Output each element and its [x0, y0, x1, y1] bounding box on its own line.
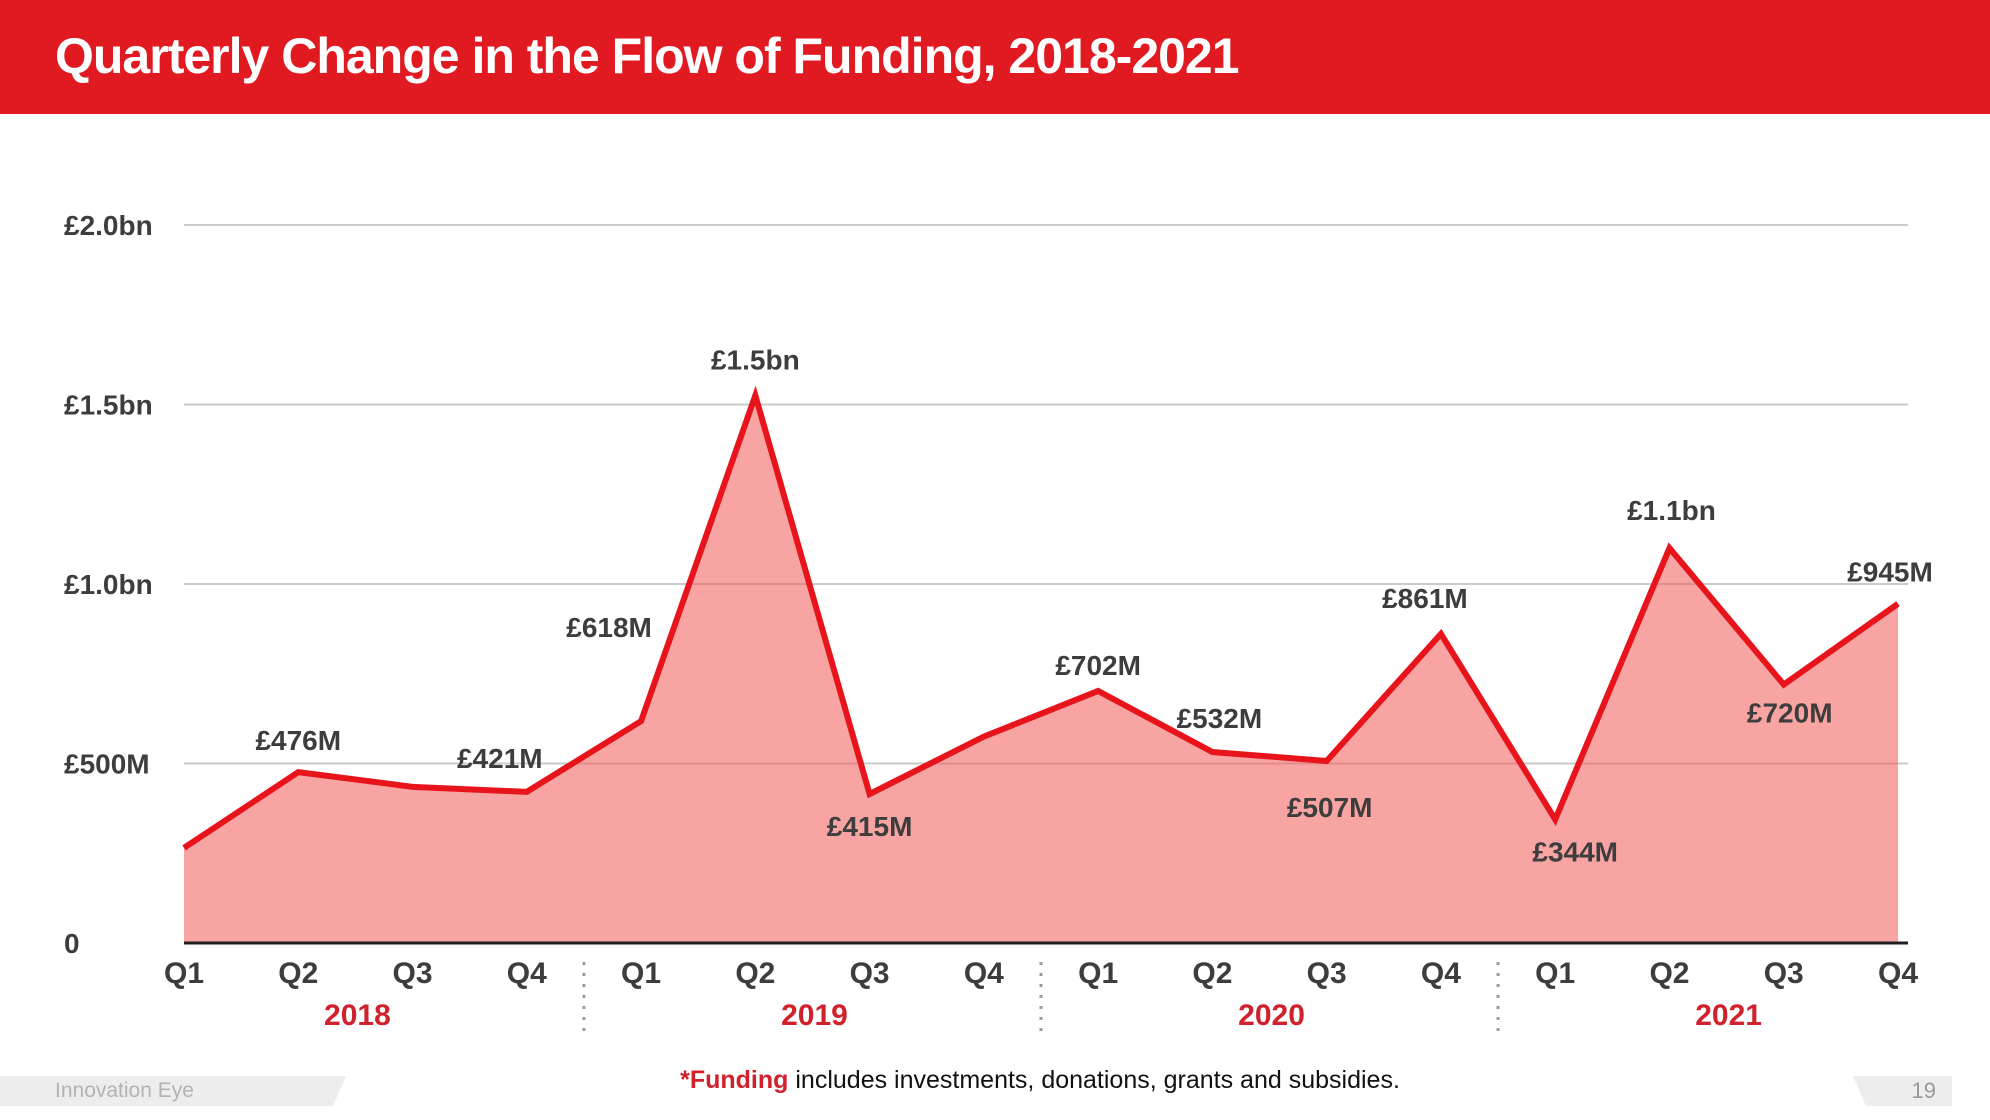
x-axis-quarter-label: Q2 [735, 957, 775, 990]
data-point-label: £415M [827, 811, 913, 842]
data-point-label: £532M [1177, 703, 1263, 734]
data-point-label: £421M [457, 743, 543, 774]
year-label: 2019 [781, 999, 848, 1032]
x-axis-quarter-label: Q4 [507, 957, 547, 990]
data-line [182, 385, 1900, 851]
brand-footer-bar: Innovation Eye [0, 1076, 346, 1106]
y-axis-tick-label: £2.0bn [64, 210, 153, 241]
title-banner: Quarterly Change in the Flow of Funding,… [0, 0, 1990, 114]
x-axis-quarter-label: Q4 [1878, 957, 1918, 990]
data-point-label: £720M [1747, 698, 1833, 729]
x-axis-quarter-label: Q1 [1535, 957, 1575, 990]
y-axis-tick-label: £1.0bn [64, 569, 153, 600]
x-axis-quarter-label: Q3 [1764, 957, 1804, 990]
year-label: 2021 [1695, 999, 1762, 1032]
x-axis-quarter-label: Q3 [393, 957, 433, 990]
footnote-text: includes investments, donations, grants … [788, 1066, 1400, 1094]
page-number: 19 [1911, 1078, 1936, 1103]
brand-name: Innovation Eye [55, 1079, 194, 1102]
x-axis-quarter-label: Q1 [621, 957, 661, 990]
data-point-label: £861M [1382, 583, 1468, 614]
data-point-label: £507M [1287, 792, 1373, 823]
page-title: Quarterly Change in the Flow of Funding,… [55, 28, 1240, 84]
data-point-label: £945M [1847, 557, 1933, 588]
data-point-label: £1.5bn [711, 345, 800, 376]
data-point-label: £344M [1532, 837, 1618, 868]
year-label: 2018 [324, 999, 391, 1032]
x-axis-quarter-label: Q3 [850, 957, 890, 990]
x-axis-quarter-label: Q4 [1421, 957, 1461, 990]
y-axis-tick-label: £1.5bn [64, 390, 153, 421]
x-axis-quarter-label: Q1 [164, 957, 204, 990]
page-number-bar: 19 [1853, 1076, 1952, 1106]
x-axis-quarter-label: Q2 [1649, 957, 1689, 990]
data-point-label: £702M [1055, 650, 1141, 681]
x-axis-quarter-label: Q2 [278, 957, 318, 990]
data-point-label: £618M [566, 612, 652, 643]
year-label: 2020 [1238, 999, 1305, 1032]
footnote-funding-term: *Funding [680, 1066, 789, 1094]
data-point-label: £1.1bn [1627, 495, 1716, 526]
x-axis-quarter-label: Q3 [1307, 957, 1347, 990]
x-axis-quarter-label: Q4 [964, 957, 1004, 990]
x-axis-quarter-label: Q2 [1192, 957, 1232, 990]
y-axis-tick-label: £500M [64, 749, 150, 780]
data-point-label: £476M [255, 725, 341, 756]
y-axis-tick-label: 0 [64, 928, 80, 959]
footnote: *Funding includes investments, donations… [90, 1066, 1990, 1095]
x-axis-quarter-label: Q1 [1078, 957, 1118, 990]
area-fill [184, 395, 1898, 943]
